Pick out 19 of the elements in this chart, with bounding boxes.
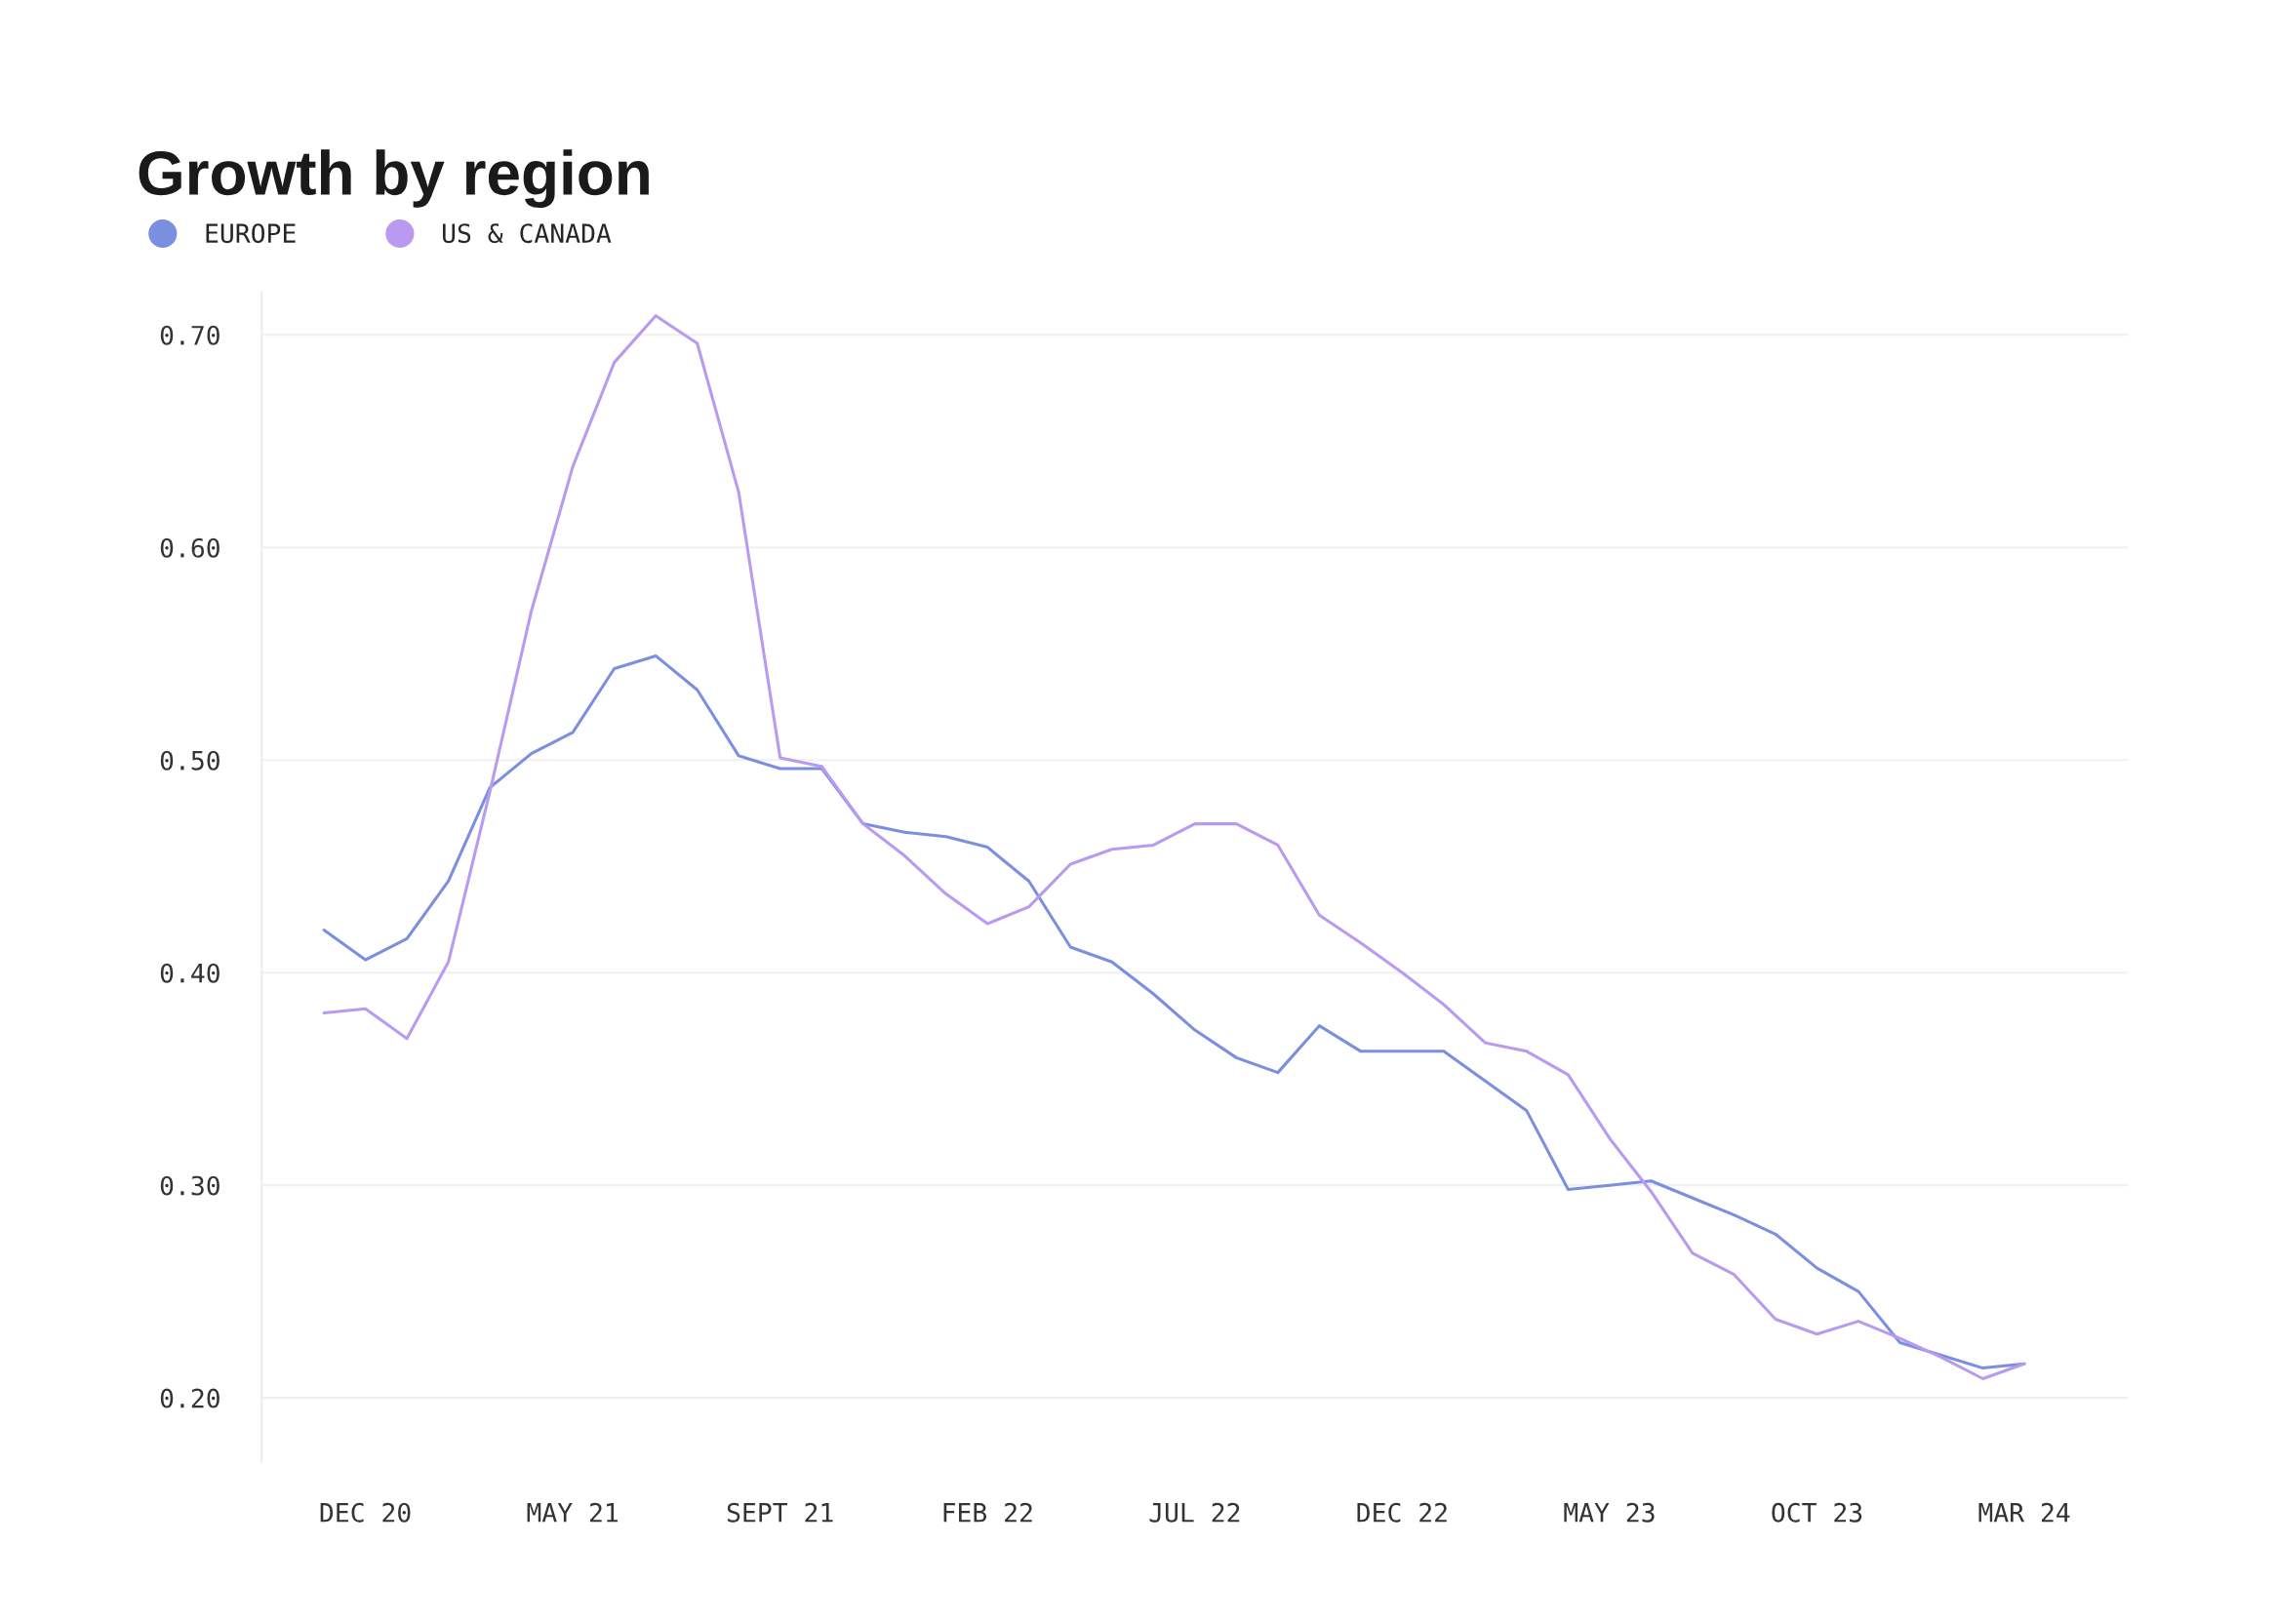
y-tick-label: 0.60 — [160, 537, 220, 558]
x-tick-label: MAY 21 — [527, 1502, 619, 1523]
line-series — [322, 314, 2026, 1381]
x-tick-label: FEB 22 — [943, 1502, 1032, 1523]
chart-title: Growth by region — [139, 149, 649, 209]
x-tick-label: DEC 20 — [320, 1502, 411, 1523]
x-tick-label: DEC 22 — [1357, 1502, 1447, 1523]
x-tick-label: MAY 23 — [1564, 1502, 1655, 1523]
y-tick-label: 0.40 — [160, 963, 220, 983]
y-tick-label: 0.70 — [160, 325, 220, 345]
x-tick-label: SEPT 21 — [727, 1502, 833, 1523]
legend-label: US & CANADA — [443, 223, 612, 244]
x-tick-label: MAR 24 — [1978, 1502, 2070, 1523]
x-tick-label: OCT 23 — [1772, 1502, 1862, 1523]
x-tick-label: JUL 22 — [1149, 1502, 1240, 1523]
y-tick-label: 0.50 — [160, 750, 220, 771]
legend-label: EUROPE — [206, 223, 296, 244]
y-tick-label: 0.20 — [160, 1388, 220, 1408]
y-tick-label: 0.30 — [160, 1175, 220, 1196]
